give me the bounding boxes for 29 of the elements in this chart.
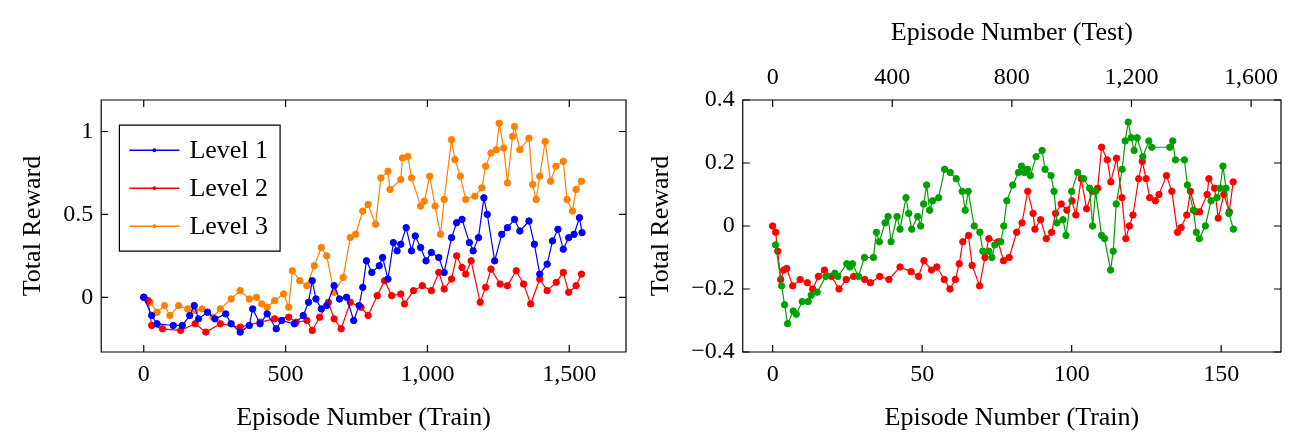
x2-tick-label: 800 — [993, 62, 1030, 89]
x-tick-label: 1,500 — [542, 359, 597, 386]
y-tick-label: −0.4 — [691, 337, 735, 364]
x-tick-label: 50 — [910, 359, 935, 386]
x-tick-label: 150 — [1203, 359, 1240, 386]
y-tick-label: 0.5 — [63, 199, 94, 226]
x2-tick-label: 1,200 — [1104, 62, 1159, 89]
x-tick-label: 100 — [1053, 359, 1090, 386]
x-axis-title: Episode Number (Train) — [236, 402, 491, 432]
y-tick-label: 0.4 — [704, 85, 735, 112]
legend-label: Level 3 — [189, 211, 269, 241]
x2-axis-title: Episode Number (Test) — [890, 17, 1133, 47]
x-tick-label: 1,000 — [400, 359, 455, 386]
x2-tick-label: 400 — [874, 62, 911, 89]
x-tick-label: 0 — [137, 359, 150, 386]
y-tick-label: −0.2 — [691, 274, 735, 301]
y-tick-label: 1 — [81, 116, 94, 143]
legend-label: Level 1 — [189, 135, 269, 165]
x2-tick-label: 1,600 — [1224, 62, 1279, 89]
x-tick-label: 500 — [267, 359, 304, 386]
x2-tick-label: 0 — [766, 62, 779, 89]
y-tick-label: 0.2 — [704, 148, 735, 175]
x-axis-title: Episode Number (Train) — [884, 402, 1140, 432]
x-tick-label: 0 — [766, 359, 779, 386]
y-axis-title: Total Reward — [17, 155, 47, 297]
legend-label: Level 2 — [189, 173, 269, 203]
y-tick-label: 0 — [81, 282, 94, 309]
y-axis-title: Total Reward — [645, 155, 675, 297]
y-tick-label: 0 — [722, 211, 735, 238]
